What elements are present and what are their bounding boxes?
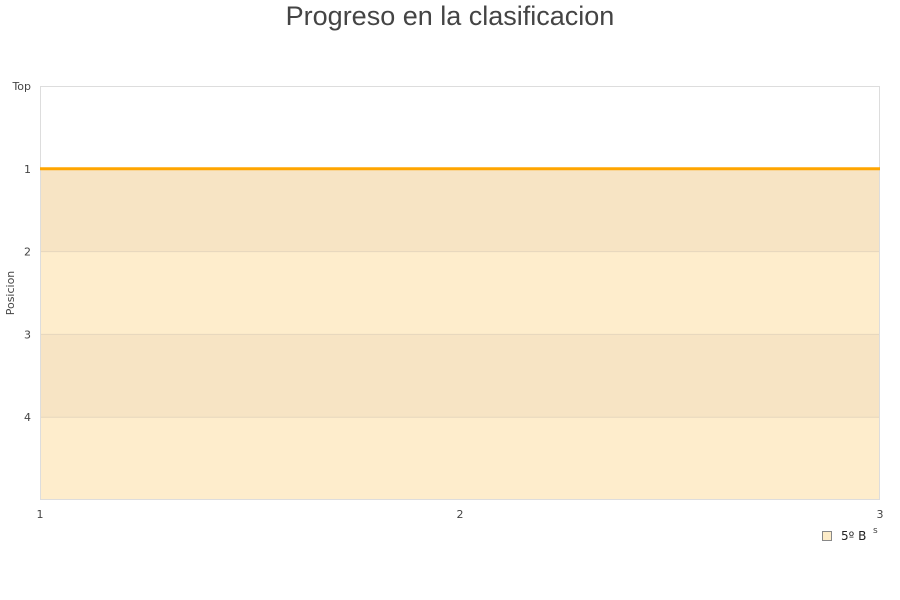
y-tick-label: 1 [24, 163, 31, 176]
band [40, 168, 880, 252]
x-tick-label: 2 [457, 508, 464, 521]
y-tick-label: Top [11, 80, 31, 93]
band [40, 334, 880, 418]
x-tick-label: 3 [877, 508, 884, 521]
x-tick-label: 1 [37, 508, 44, 521]
y-tick-label: 2 [24, 246, 31, 259]
band [40, 251, 880, 335]
chart-title: Progreso en la clasificacion [285, 1, 615, 31]
y-axis-label: Posicion [4, 271, 17, 316]
legend[interactable]: 5º B [822, 529, 866, 543]
band [40, 417, 880, 500]
plot-border [40, 86, 880, 500]
y-tick-label: 3 [24, 328, 31, 341]
y-tick-label: 4 [24, 411, 31, 424]
legend-swatch [822, 531, 832, 541]
legend-label: 5º B [841, 529, 867, 543]
legend-extra-text: s [873, 526, 878, 536]
